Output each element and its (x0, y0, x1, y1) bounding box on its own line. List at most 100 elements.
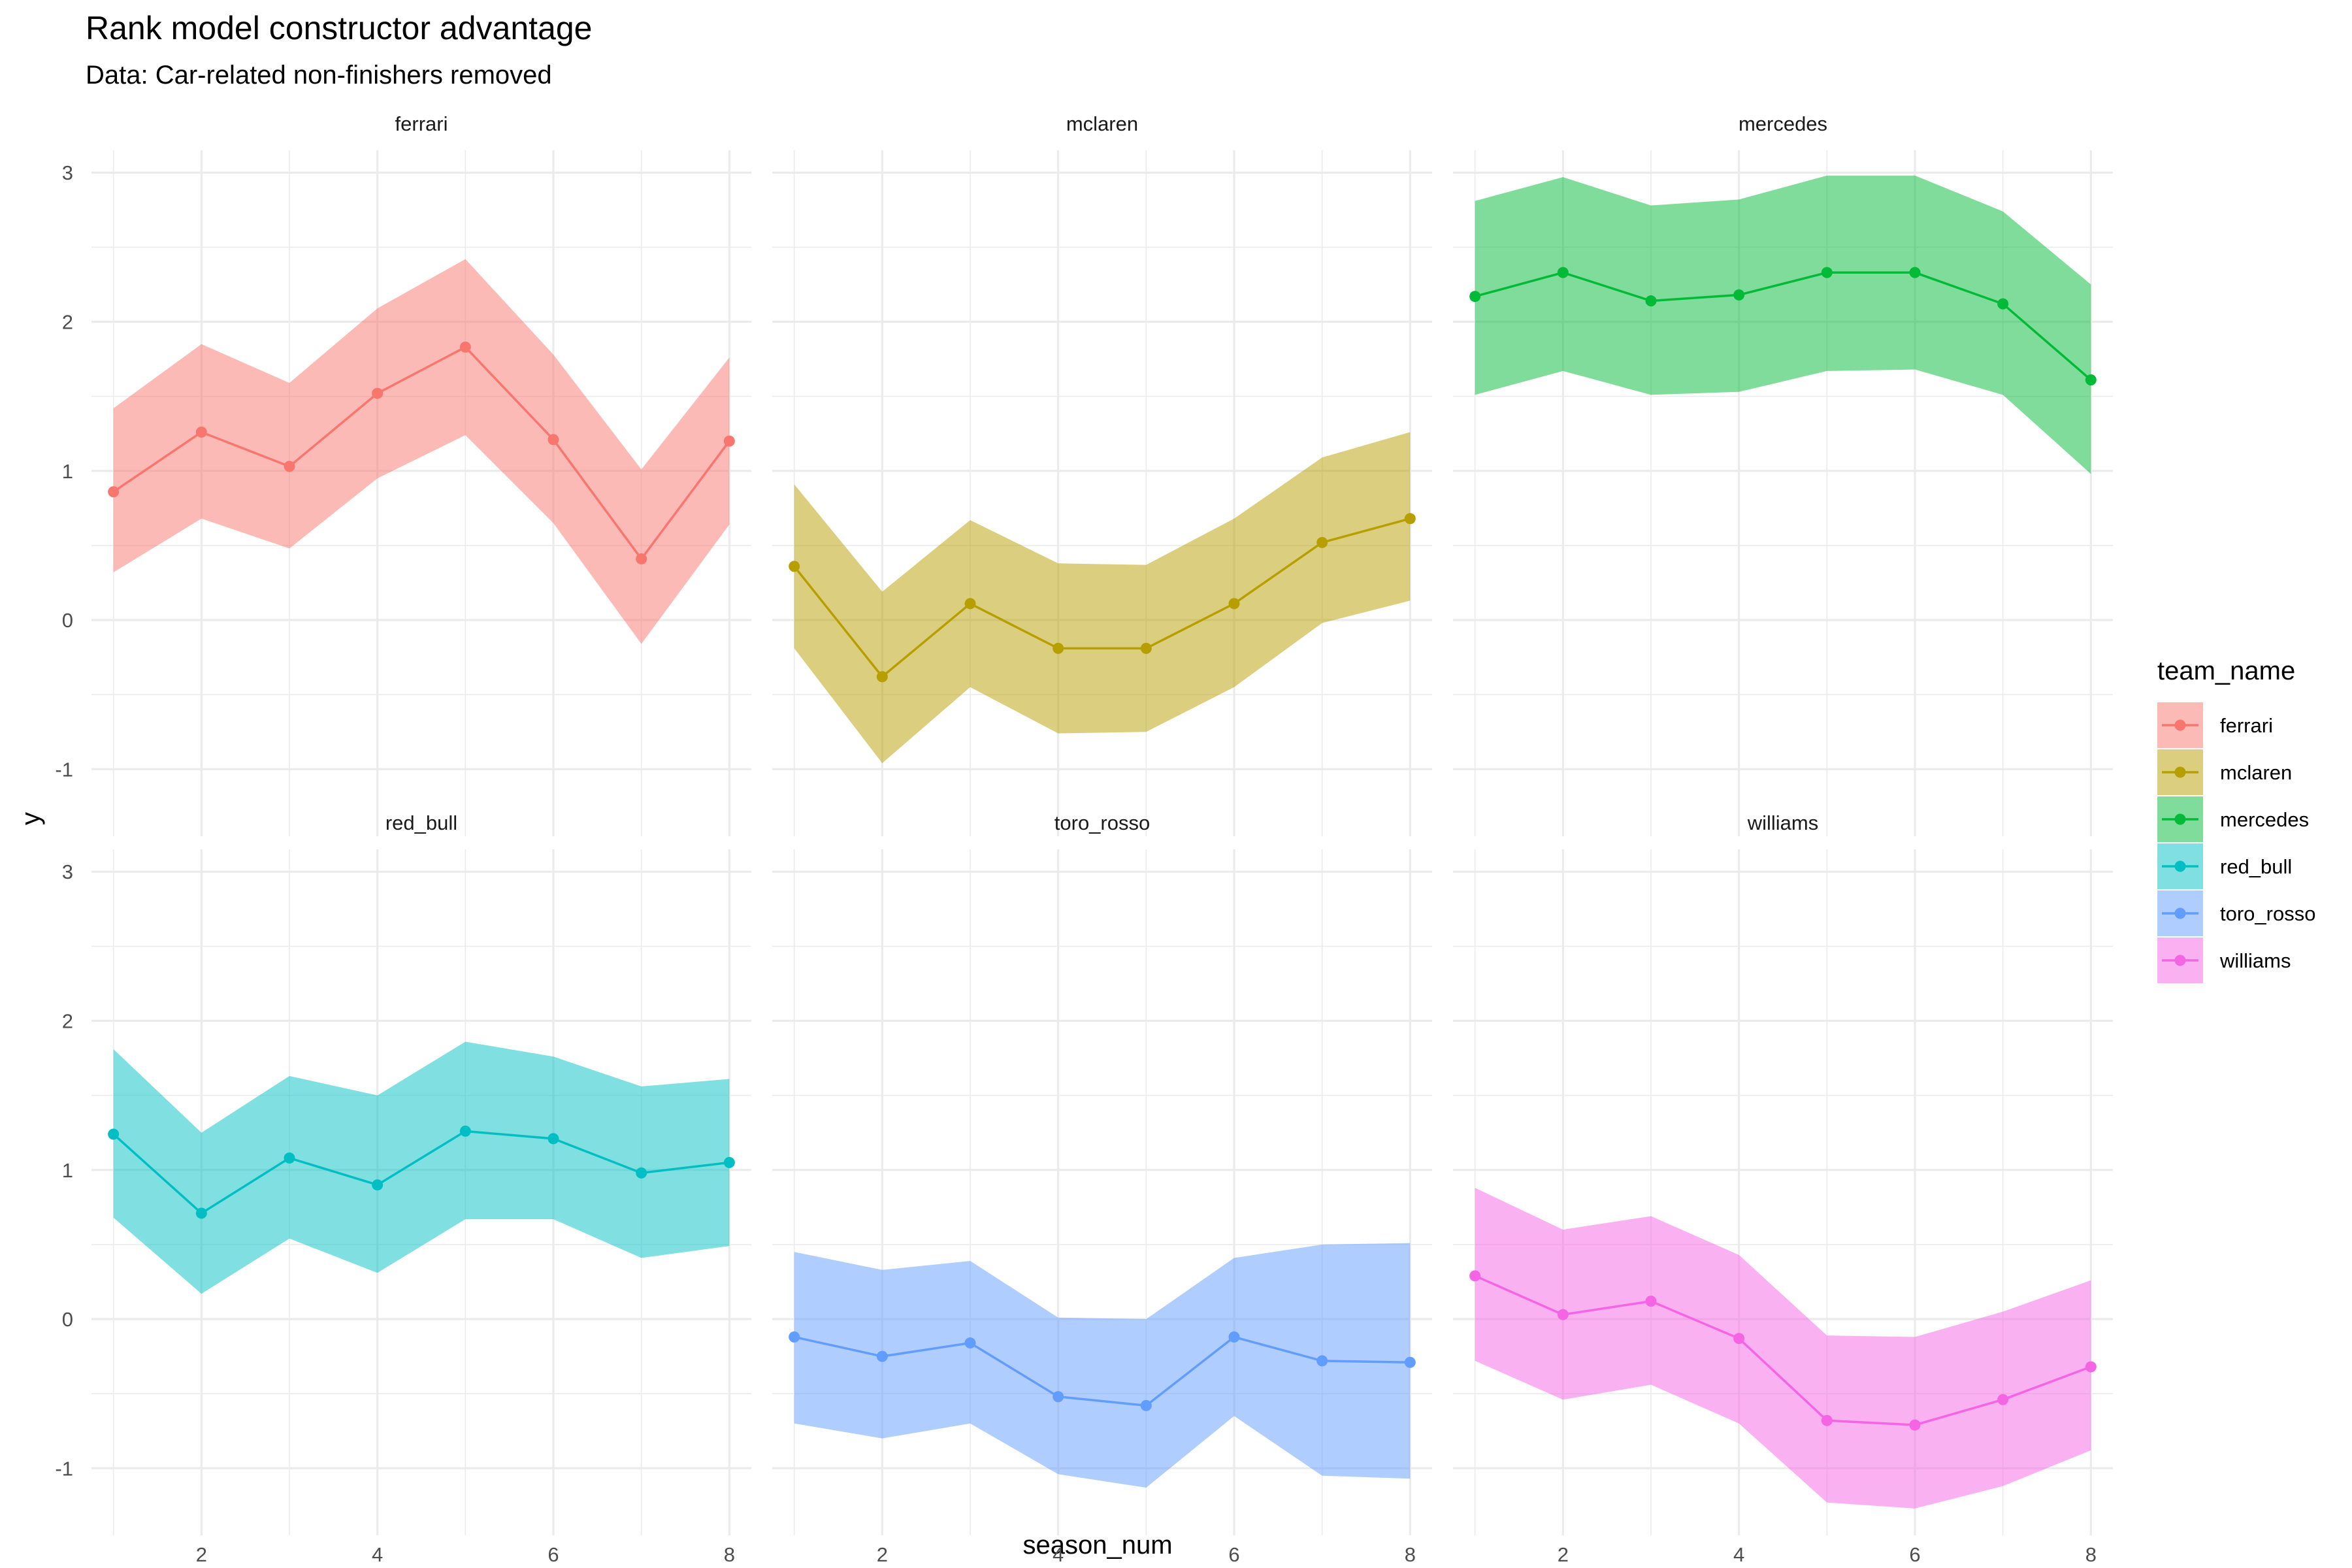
point-williams (1821, 1414, 1833, 1426)
point-mercedes (1733, 289, 1745, 301)
legend-key-point (2174, 860, 2186, 872)
point-red_bull (723, 1156, 735, 1168)
legend-label-mclaren: mclaren (2220, 761, 2292, 784)
y-tick-label: -1 (55, 1457, 73, 1480)
chart-title: Rank model constructor advantage (86, 10, 592, 46)
x-tick-label: 4 (1053, 1543, 1064, 1566)
legend-item-toro_rosso: toro_rosso (2157, 890, 2315, 936)
strip-label-toro_rosso: toro_rosso (1054, 811, 1150, 834)
facet-panels: ferrari -1 0 1 2 3 mclaren mercedes red_bull -1 0 1… (55, 112, 2113, 1566)
point-mercedes (1821, 267, 1833, 278)
ribbon-mclaren (794, 432, 1411, 764)
point-toro_rosso (1316, 1355, 1328, 1367)
panel-red_bull: red_bull -1 0 1 2 3 2 4 6 8 (55, 811, 751, 1566)
x-axis-title: season_num (1022, 1531, 1172, 1560)
point-mclaren (876, 671, 888, 683)
ribbon-red_bull (113, 1041, 730, 1294)
point-toro_rosso (1228, 1331, 1240, 1343)
legend-key-point (2174, 719, 2186, 731)
ribbon-williams (1475, 1188, 2091, 1509)
legend-key-point (2174, 813, 2186, 825)
panel-mercedes: mercedes (1453, 112, 2113, 836)
point-ferrari (723, 435, 735, 447)
x-tick-label: 6 (1909, 1543, 1920, 1566)
x-tick-label: 6 (1228, 1543, 1239, 1566)
point-toro_rosso (964, 1337, 976, 1349)
ribbon-toro_rosso (794, 1243, 1411, 1488)
x-tick-label: 8 (2085, 1543, 2097, 1566)
point-williams (1733, 1333, 1745, 1345)
point-williams (1469, 1270, 1481, 1282)
point-red_bull (195, 1207, 207, 1219)
ribbon-ferrari (113, 259, 730, 644)
x-tick-label: 8 (724, 1543, 735, 1566)
point-williams (1909, 1419, 1921, 1431)
point-mercedes (1997, 298, 2009, 310)
point-ferrari (195, 426, 207, 438)
strip-label-mercedes: mercedes (1739, 112, 1827, 135)
legend-label-toro_rosso: toro_rosso (2220, 902, 2315, 925)
strip-label-mclaren: mclaren (1066, 112, 1138, 135)
legend-label-red_bull: red_bull (2220, 855, 2292, 878)
point-mclaren (964, 598, 976, 610)
strip-label-ferrari: ferrari (395, 112, 448, 135)
point-williams (1557, 1309, 1569, 1320)
legend-item-mclaren: mclaren (2157, 749, 2292, 795)
point-mercedes (1469, 291, 1481, 302)
x-tick-label: 4 (372, 1543, 383, 1566)
point-toro_rosso (876, 1350, 888, 1362)
x-tick-label: 2 (1558, 1543, 1569, 1566)
point-red_bull (284, 1152, 295, 1164)
point-toro_rosso (789, 1331, 800, 1343)
point-ferrari (459, 341, 471, 353)
line-williams (1474, 1275, 2091, 1426)
legend-label-williams: williams (2219, 949, 2291, 972)
point-ferrari (284, 461, 295, 472)
legend-item-mercedes: mercedes (2157, 796, 2309, 842)
point-toro_rosso (1404, 1356, 1416, 1368)
point-mercedes (2085, 374, 2097, 386)
legend-label-ferrari: ferrari (2220, 714, 2273, 737)
y-tick-label: 2 (62, 311, 73, 334)
legend: ferrari mclaren mercedes red_bull toro_rosso… (2157, 702, 2315, 983)
legend-key-point (2174, 955, 2186, 966)
line-ferrari (112, 346, 730, 561)
y-tick-label: 2 (62, 1010, 73, 1033)
y-tick-label: 1 (62, 1159, 73, 1182)
panel-williams: williams 2 4 6 8 (1453, 811, 2113, 1566)
legend-key-point (2174, 766, 2186, 778)
x-tick-label: 2 (196, 1543, 207, 1566)
point-mclaren (1140, 642, 1152, 654)
legend-title: team_name (2157, 657, 2295, 685)
x-tick-label: 4 (1733, 1543, 1744, 1566)
point-mercedes (1557, 267, 1569, 278)
point-toro_rosso (1053, 1391, 1064, 1403)
panel-toro_rosso: toro_rosso 2 4 6 8 (772, 811, 1432, 1566)
strip-label-williams: williams (1747, 811, 1819, 834)
point-mercedes (1909, 267, 1921, 278)
point-mclaren (1316, 536, 1328, 548)
point-ferrari (372, 387, 384, 399)
point-mclaren (789, 561, 800, 572)
y-tick-label: 0 (62, 1308, 73, 1331)
chart-subtitle: Data: Car-related non-finishers removed (86, 61, 552, 90)
point-toro_rosso (1140, 1399, 1152, 1411)
y-tick-label: 3 (62, 860, 73, 883)
point-ferrari (547, 434, 559, 446)
x-tick-label: 2 (877, 1543, 888, 1566)
line-mclaren (793, 517, 1411, 679)
point-ferrari (636, 553, 647, 564)
x-tick-label: 6 (547, 1543, 559, 1566)
y-tick-label: 0 (62, 609, 73, 632)
point-williams (1645, 1296, 1657, 1307)
point-mclaren (1404, 513, 1416, 525)
point-williams (1997, 1394, 2009, 1405)
x-tick-label: 8 (1405, 1543, 1416, 1566)
legend-key-point (2174, 907, 2186, 919)
legend-item-williams: williams (2157, 938, 2291, 983)
legend-item-red_bull: red_bull (2157, 843, 2292, 889)
panel-ferrari: ferrari -1 0 1 2 3 (55, 112, 751, 836)
point-red_bull (547, 1133, 559, 1145)
